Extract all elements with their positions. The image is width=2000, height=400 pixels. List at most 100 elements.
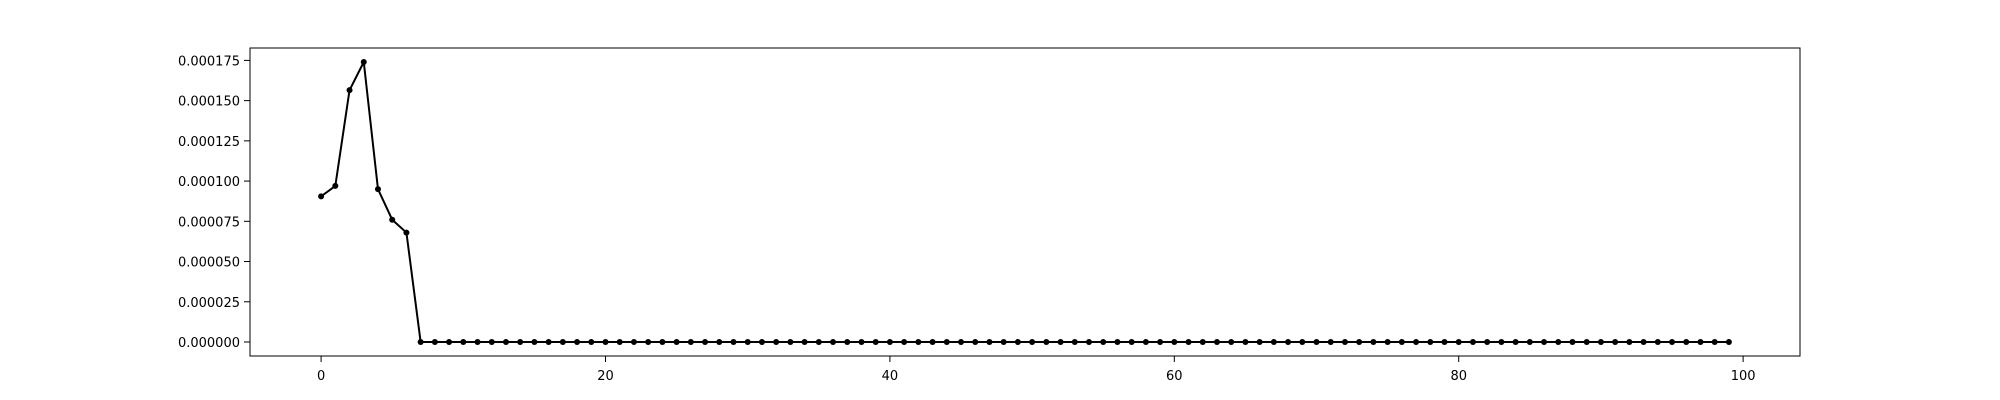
data-point <box>1157 339 1164 345</box>
x-tick-label: 40 <box>882 369 899 384</box>
data-point <box>801 339 808 345</box>
y-tick-label: 0.000125 <box>178 135 240 150</box>
data-point <box>1199 339 1206 345</box>
data-point <box>446 339 453 345</box>
data-point <box>1285 339 1292 345</box>
data-point <box>1085 339 1092 345</box>
data-point <box>858 339 865 345</box>
data-point <box>972 339 979 345</box>
data-point <box>318 193 325 200</box>
data-point <box>460 339 467 345</box>
data-point <box>488 339 495 345</box>
data-point <box>986 339 993 345</box>
data-point <box>545 339 552 345</box>
data-point <box>1640 339 1647 345</box>
data-point <box>1242 339 1249 345</box>
axes-frame <box>249 47 1801 357</box>
x-tick-label: 20 <box>597 369 614 384</box>
data-point <box>502 339 509 345</box>
data-point <box>517 339 524 345</box>
data-point <box>901 339 908 345</box>
data-point <box>787 339 794 345</box>
data-point <box>744 339 751 345</box>
data-point <box>531 339 538 345</box>
data-point <box>1327 339 1334 345</box>
data-point <box>1114 339 1121 345</box>
data-point <box>1626 339 1633 345</box>
data-point <box>1441 339 1448 345</box>
data-point <box>332 182 339 189</box>
data-point <box>1128 339 1135 345</box>
data-point <box>1583 339 1590 345</box>
data-point <box>1213 339 1220 345</box>
data-point <box>1100 339 1107 345</box>
data-point <box>1541 339 1548 345</box>
data-point <box>1711 339 1718 345</box>
data-point <box>1171 339 1178 345</box>
data-point <box>1228 339 1235 345</box>
data-point <box>1029 339 1036 345</box>
data-point <box>716 339 723 345</box>
data-point <box>1356 339 1363 345</box>
data-point <box>1498 339 1505 345</box>
data-point <box>431 339 438 345</box>
data-point <box>1142 339 1149 345</box>
data-point <box>687 339 694 345</box>
data-point <box>1569 339 1576 345</box>
data-point <box>645 339 652 345</box>
data-point <box>630 339 637 345</box>
data-point <box>389 216 396 223</box>
data-point <box>1014 339 1021 345</box>
data-point <box>844 339 851 345</box>
data-point <box>929 339 936 345</box>
series-line <box>320 61 1729 343</box>
data-point <box>702 339 709 345</box>
x-tick-label: 60 <box>1166 369 1183 384</box>
x-tick-label: 80 <box>1450 369 1467 384</box>
data-point <box>758 339 765 345</box>
y-tick-label: 0.000150 <box>178 95 240 110</box>
data-point <box>1526 339 1533 345</box>
data-point <box>1427 339 1434 345</box>
data-point <box>559 339 566 345</box>
data-point <box>1370 339 1377 345</box>
x-tick-label: 0 <box>317 369 325 384</box>
data-point <box>588 339 595 345</box>
data-point <box>1057 339 1064 345</box>
data-point <box>1597 339 1604 345</box>
data-point <box>403 229 410 236</box>
y-tick-label: 0.000075 <box>178 215 240 230</box>
data-point <box>1313 339 1320 345</box>
data-point <box>1455 339 1462 345</box>
data-point <box>815 339 822 345</box>
data-point <box>1413 339 1420 345</box>
data-point <box>1669 339 1676 345</box>
data-point <box>673 339 680 345</box>
data-point <box>958 339 965 345</box>
data-point <box>1469 339 1476 345</box>
data-point <box>1725 339 1732 345</box>
data-point <box>1299 339 1306 345</box>
data-point <box>659 339 666 345</box>
y-tick-label: 0.000100 <box>178 175 240 190</box>
data-point <box>1071 339 1078 345</box>
y-tick-label: 0.000050 <box>178 256 240 271</box>
data-point <box>616 339 623 345</box>
data-point <box>872 339 879 345</box>
data-point <box>1185 339 1192 345</box>
data-point <box>1697 339 1704 345</box>
data-point <box>943 339 950 345</box>
data-point <box>417 339 424 345</box>
data-point <box>346 87 353 94</box>
data-point <box>1398 339 1405 345</box>
data-point <box>886 339 893 345</box>
data-point <box>1384 339 1391 345</box>
y-tick-label: 0.000175 <box>178 54 240 69</box>
data-point <box>730 339 737 345</box>
y-tick-label: 0.000025 <box>178 296 240 311</box>
data-point <box>1043 339 1050 345</box>
data-point <box>360 59 367 65</box>
data-point <box>1256 339 1263 345</box>
data-point <box>1484 339 1491 345</box>
data-point <box>474 339 481 345</box>
